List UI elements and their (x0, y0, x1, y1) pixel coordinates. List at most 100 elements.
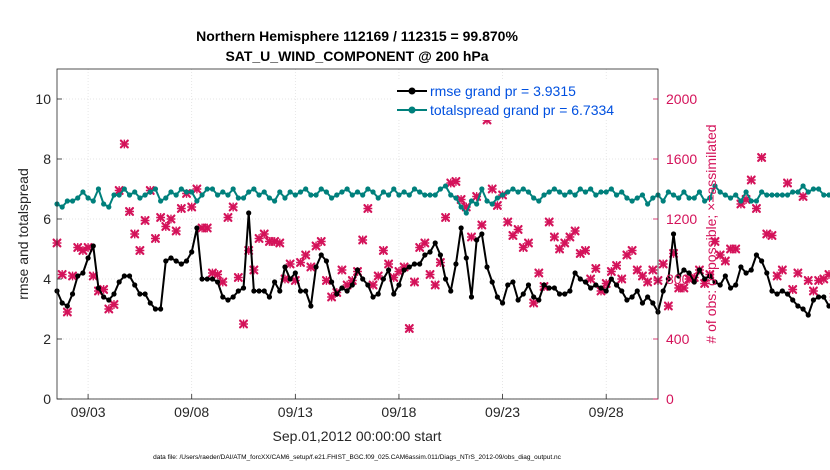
totalspread-point (137, 195, 143, 201)
totalspread-point (722, 192, 728, 198)
totalspread-point (199, 192, 205, 198)
obs-marker (347, 276, 357, 285)
obs-marker-plus (622, 250, 632, 260)
right-tick-label-4: 1600 (666, 151, 697, 167)
rmse-point (339, 285, 345, 291)
rmse-point (748, 267, 754, 273)
rmse-point (665, 276, 671, 282)
rmse-point (764, 270, 770, 276)
totalspread-point (147, 189, 153, 195)
rmse-point (753, 252, 760, 258)
totalspread-point (712, 183, 718, 189)
legend-box (392, 80, 652, 120)
rmse-point (303, 288, 309, 294)
obs-marker-plus (301, 250, 311, 260)
totalspread-point (826, 192, 830, 198)
rmse-point (810, 297, 817, 303)
obs-marker-plus (213, 270, 223, 279)
obs-marker (518, 243, 528, 252)
obs-marker (648, 265, 658, 275)
obs-marker-plus (741, 195, 751, 204)
rmse-point (235, 288, 241, 294)
rmse-point (111, 291, 117, 297)
left-tick-label-5: 10 (35, 91, 51, 107)
rmse-point (562, 291, 568, 297)
obs-marker (720, 256, 730, 266)
rmse-point (588, 285, 594, 291)
obs-marker-plus (62, 307, 72, 317)
rmse-point (287, 276, 293, 282)
totalspread-point (670, 192, 677, 198)
rmse-point (209, 276, 216, 282)
obs-marker-plus (627, 246, 637, 255)
totalspread-point (126, 192, 133, 198)
totalspread-point (619, 189, 625, 195)
totalspread-point (686, 195, 692, 201)
rmse-point (64, 303, 70, 309)
obs-marker (513, 225, 523, 234)
rmse-point (432, 240, 438, 246)
obs-marker-plus (358, 235, 368, 245)
rmse-point (795, 303, 801, 309)
obs-marker-plus (757, 153, 767, 162)
rmse-point (531, 294, 537, 300)
rmse-point (272, 279, 278, 285)
rmse-point (334, 291, 340, 297)
obs-marker-plus (109, 300, 119, 309)
obs-marker (166, 214, 176, 224)
obs-marker (591, 264, 601, 273)
obs-marker (171, 226, 181, 236)
totalspread-point (272, 198, 278, 204)
rmse-point (536, 297, 542, 303)
rmse-point (328, 279, 335, 285)
totalspread-point (215, 192, 221, 198)
x-tick-label-4: 09/23 (485, 404, 520, 420)
obs-marker (223, 213, 233, 222)
rmse-point (385, 267, 392, 273)
obs-marker-plus (135, 246, 145, 255)
rmse-point (101, 294, 107, 300)
obs-marker-plus (586, 274, 596, 284)
totalspread-point (707, 195, 713, 201)
obs-marker-plus (648, 265, 658, 275)
totalspread-point (64, 198, 70, 204)
rmse-point (344, 288, 350, 294)
obs-marker (404, 324, 414, 333)
obs-marker-plus (549, 232, 559, 242)
totalspread-point (598, 189, 604, 195)
totalspread-point (759, 189, 765, 195)
obs-marker-plus (803, 276, 813, 285)
totalspread-point (209, 186, 216, 192)
totalspread-point (702, 198, 708, 204)
totalspread-point (240, 195, 247, 201)
totalspread-point (344, 186, 350, 192)
totalspread-point (375, 195, 381, 201)
totalspread-point (624, 195, 630, 201)
rmse-point (442, 276, 449, 282)
totalspread-point (427, 192, 433, 198)
rmse-point (800, 306, 806, 312)
rmse-point (173, 258, 179, 264)
rmse-point (297, 288, 304, 294)
totalspread-point (753, 198, 760, 204)
obs-marker (803, 276, 813, 285)
totalspread-point (499, 192, 506, 198)
rmse-point (168, 255, 174, 261)
rmse-point (178, 261, 184, 267)
totalspread-point (520, 186, 526, 192)
totalspread-point (479, 186, 485, 192)
rmse-point (779, 288, 785, 294)
rmse-point (619, 288, 625, 294)
rmse-point (696, 267, 703, 273)
obs-marker (731, 244, 741, 254)
obs-marker-plus (524, 238, 533, 248)
obs-marker-plus (710, 237, 720, 246)
obs-marker (363, 204, 373, 213)
rmse-point (95, 285, 102, 291)
obs-marker (430, 280, 440, 290)
obs-marker (420, 238, 430, 248)
obs-marker-plus (83, 243, 93, 252)
totalspread-point (531, 195, 537, 201)
obs-marker (492, 201, 502, 210)
